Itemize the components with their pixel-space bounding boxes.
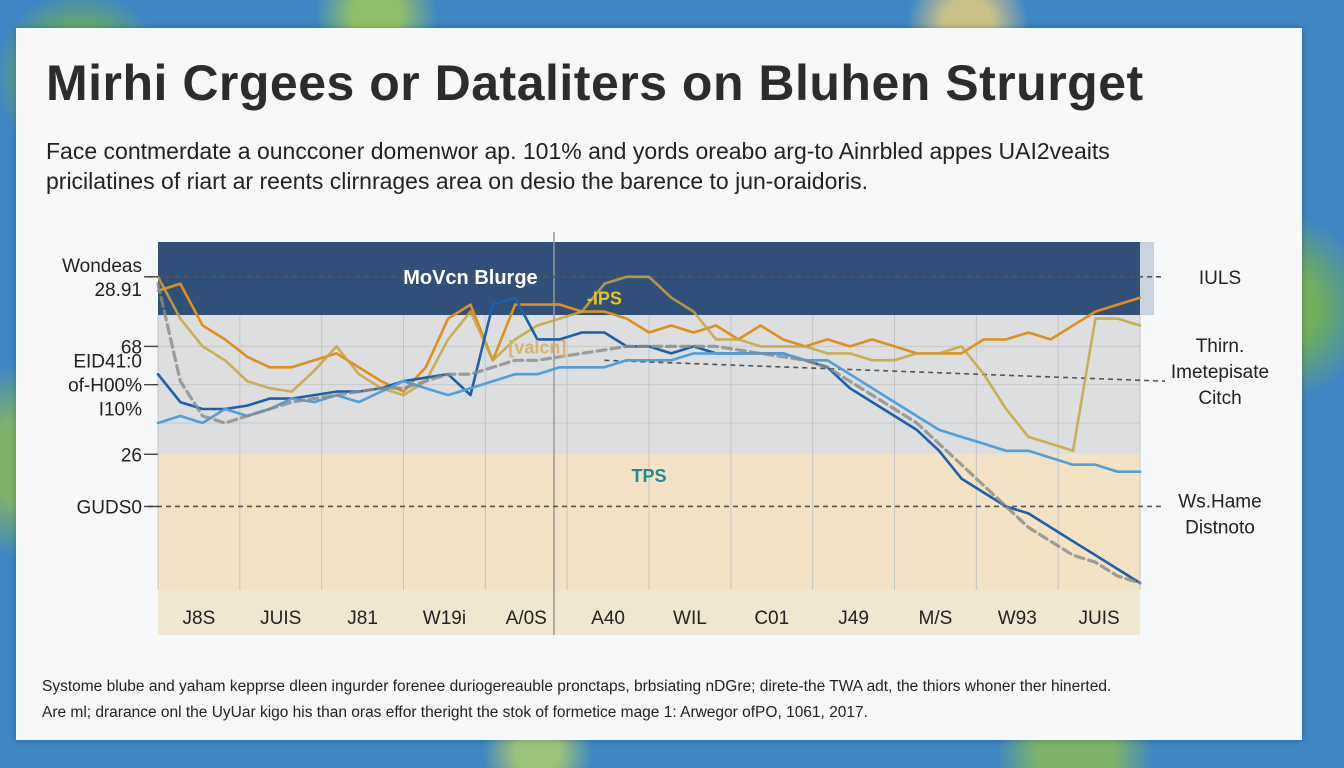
x-tick-label: J49 bbox=[838, 608, 869, 629]
y-tick-label: ЕID41:0 bbox=[73, 352, 142, 373]
y-tick-label: Wondeas bbox=[62, 256, 142, 277]
chart-footer: Systome blube and yaham kepprse dleen in… bbox=[42, 674, 1292, 726]
x-tick-label: WIL bbox=[673, 608, 707, 629]
chart-subtitle: Face contmerdate a ouncconer domenwor ap… bbox=[46, 136, 1286, 196]
y-tick-label: GUDS0 bbox=[77, 497, 142, 518]
right-label: Citch bbox=[1198, 388, 1241, 409]
y-tick-label: of-H00% bbox=[68, 376, 142, 397]
series-line-gold bbox=[156, 275, 1142, 453]
series-line-lightblue bbox=[156, 352, 1142, 474]
y-tick-label: 26 bbox=[121, 445, 142, 466]
subtitle-line-1: Face contmerdate a ouncconer domenwor ap… bbox=[46, 138, 1110, 164]
series-line-orange bbox=[156, 282, 1142, 393]
x-tick-label: JUIS bbox=[1078, 608, 1119, 629]
right-label: Ws.Hame bbox=[1178, 491, 1261, 512]
annotation-1: -IPS bbox=[587, 289, 622, 309]
right-label: Thirn. bbox=[1196, 336, 1245, 357]
footer-line-1: Systome blube and yaham kepprse dleen in… bbox=[42, 678, 1112, 695]
x-tick-label: W19i bbox=[423, 608, 466, 629]
band-top-stub bbox=[1140, 242, 1154, 316]
x-tick-label: A40 bbox=[591, 608, 625, 629]
ref-middle bbox=[604, 359, 1166, 382]
x-axis-band bbox=[158, 590, 1140, 635]
chart-title: Mirhi Crgees or Dataliters on Bluhen Str… bbox=[46, 55, 1144, 111]
y-tick-label: 28.91 bbox=[94, 280, 142, 301]
series-line-graydash bbox=[156, 282, 1142, 585]
annotation-3: TPS bbox=[631, 466, 666, 486]
x-tick-label: J81 bbox=[347, 608, 378, 629]
right-label: Imetepisate bbox=[1171, 362, 1269, 383]
right-label: Distnoto bbox=[1185, 517, 1255, 538]
subtitle-line-2: pricilatines of riart ar reents clirnrag… bbox=[46, 168, 869, 194]
x-tick-label: JUIS bbox=[260, 608, 301, 629]
annotation-2: [valcn] bbox=[508, 337, 566, 357]
x-tick-label: A/0S bbox=[506, 608, 547, 629]
y-tick-label: 68 bbox=[121, 337, 142, 358]
x-tick-label: M/S bbox=[919, 608, 953, 629]
right-label: IULS bbox=[1199, 268, 1241, 289]
y-tick-label: I10% bbox=[99, 400, 142, 421]
x-tick-label: C01 bbox=[754, 608, 789, 629]
x-tick-label: J8S bbox=[183, 608, 216, 629]
x-tick-label: W93 bbox=[998, 608, 1037, 629]
annotation-0: MoVcn Blurge bbox=[403, 267, 537, 289]
footer-line-2: Are ml; drarance onl the UyUar kigo his … bbox=[42, 704, 868, 721]
